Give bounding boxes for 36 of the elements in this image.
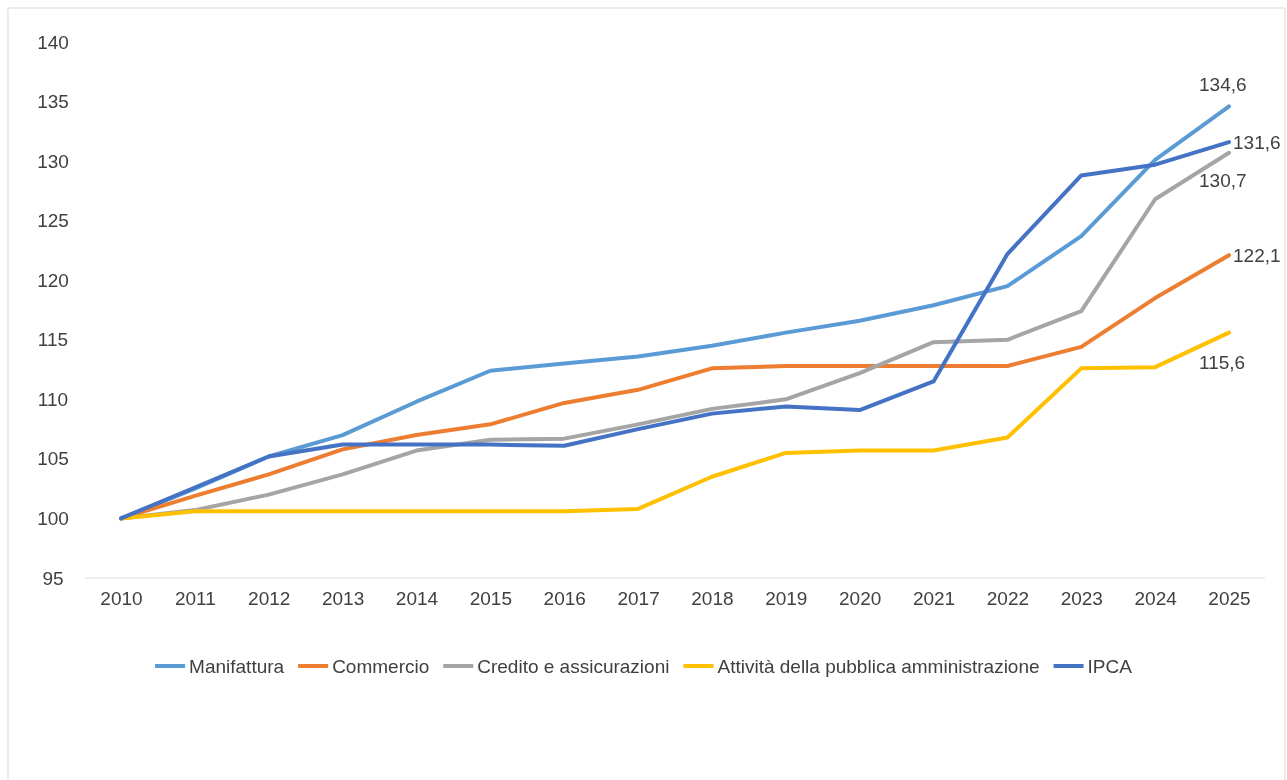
data-label: 115,6 — [1199, 352, 1246, 374]
x-tick-label: 2021 — [912, 588, 956, 609]
x-tick-label: 2022 — [986, 588, 1030, 609]
y-tick-label: 105 — [37, 448, 69, 470]
x-tick-label: 2012 — [248, 588, 291, 609]
y-tick-label: 110 — [37, 388, 69, 410]
x-tick-label: 2010 — [100, 588, 143, 609]
x-tick-label: 2017 — [617, 588, 660, 609]
legend-label: Manifattura — [189, 655, 285, 677]
y-tick-label: 95 — [42, 567, 64, 589]
y-tick-label: 120 — [37, 269, 69, 291]
x-tick-label: 2015 — [469, 588, 512, 609]
y-tick-label: 135 — [37, 91, 69, 113]
x-tick-label: 2016 — [543, 588, 586, 609]
x-tick-label: 2013 — [321, 588, 365, 609]
data-label: 131,6 — [1233, 131, 1281, 153]
legend-label: Commercio — [332, 655, 430, 677]
y-tick-label: 100 — [37, 508, 69, 530]
x-tick-label: 2025 — [1208, 588, 1251, 609]
x-tick-label: 2019 — [765, 588, 808, 609]
y-tick-label: 115 — [37, 329, 69, 351]
x-tick-label: 2018 — [691, 588, 734, 609]
legend-label: Attività della pubblica amministrazione — [717, 655, 1040, 677]
legend-label: Credito e assicurazioni — [477, 655, 670, 677]
x-tick-label: 2014 — [395, 588, 439, 609]
y-tick-label: 125 — [37, 210, 69, 232]
y-tick-label: 140 — [37, 31, 69, 53]
x-tick-label: 2023 — [1060, 588, 1103, 609]
data-label: 122,1 — [1233, 244, 1281, 266]
legend-label: IPCA — [1087, 655, 1133, 677]
x-tick-label: 2024 — [1134, 588, 1178, 609]
data-label: 134,6 — [1199, 73, 1247, 95]
y-tick-label: 130 — [37, 150, 69, 172]
data-label: 130,7 — [1199, 170, 1247, 192]
x-tick-label: 2020 — [839, 588, 882, 609]
x-tick-label: 2011 — [174, 588, 216, 609]
